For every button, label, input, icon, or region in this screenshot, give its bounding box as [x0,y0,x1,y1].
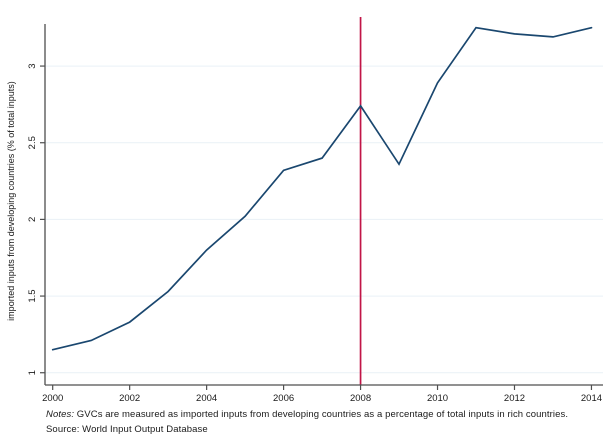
y-tick-label: 2 [27,217,38,222]
notes-text: GVCs are measured as imported inputs fro… [74,409,569,420]
y-tick-label: 3 [27,63,38,68]
x-tick-label: 2008 [350,393,371,404]
x-tick-label: 2010 [427,393,448,404]
y-axis-label: imported inputs from developing countrie… [6,81,16,321]
x-tick-label: 2004 [196,393,217,404]
x-tick-label: 2006 [273,393,294,404]
chart-notes: Notes: GVCs are measured as imported inp… [46,409,568,420]
x-tick-label: 2002 [119,393,140,404]
x-tick-label: 2014 [581,393,602,404]
y-tick-label: 2.5 [27,136,38,149]
y-tick-label: 1.5 [27,289,38,302]
chart-source: Source: World Input Output Database [46,424,208,435]
x-tick-label: 2000 [42,393,63,404]
series-imported-inputs [51,26,593,351]
y-tick-label: 1 [27,370,38,375]
notes-label: Notes: [46,409,75,420]
x-tick-label: 2012 [504,393,525,404]
